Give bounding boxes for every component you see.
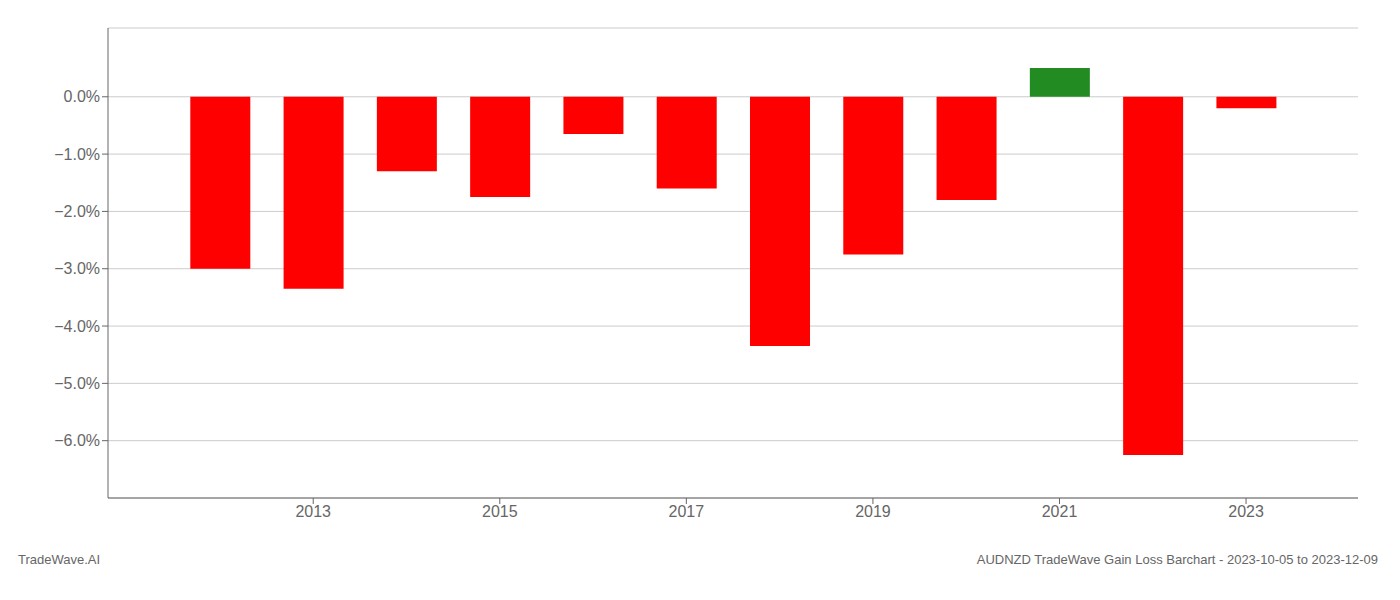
svg-text:−2.0%: −2.0% — [54, 203, 100, 220]
svg-text:0.0%: 0.0% — [64, 88, 100, 105]
svg-text:−5.0%: −5.0% — [54, 375, 100, 392]
svg-text:2023: 2023 — [1228, 503, 1264, 520]
svg-text:−6.0%: −6.0% — [54, 432, 100, 449]
html-text:AUDNZD TradeWave Gain Loss Bar: AUDNZD TradeWave Gain Loss Barchart - 20… — [976, 552, 1378, 567]
svg-text:−4.0%: −4.0% — [54, 318, 100, 335]
svg-text:−3.0%: −3.0% — [54, 260, 100, 277]
svg-text:2019: 2019 — [855, 503, 891, 520]
svg-text:2017: 2017 — [669, 503, 705, 520]
svg-text:2013: 2013 — [295, 503, 331, 520]
svg-text:2021: 2021 — [1042, 503, 1078, 520]
html-text:TradeWave.AI: TradeWave.AI — [18, 552, 101, 567]
svg-text:2015: 2015 — [482, 503, 518, 520]
svg-text:−1.0%: −1.0% — [54, 146, 100, 163]
